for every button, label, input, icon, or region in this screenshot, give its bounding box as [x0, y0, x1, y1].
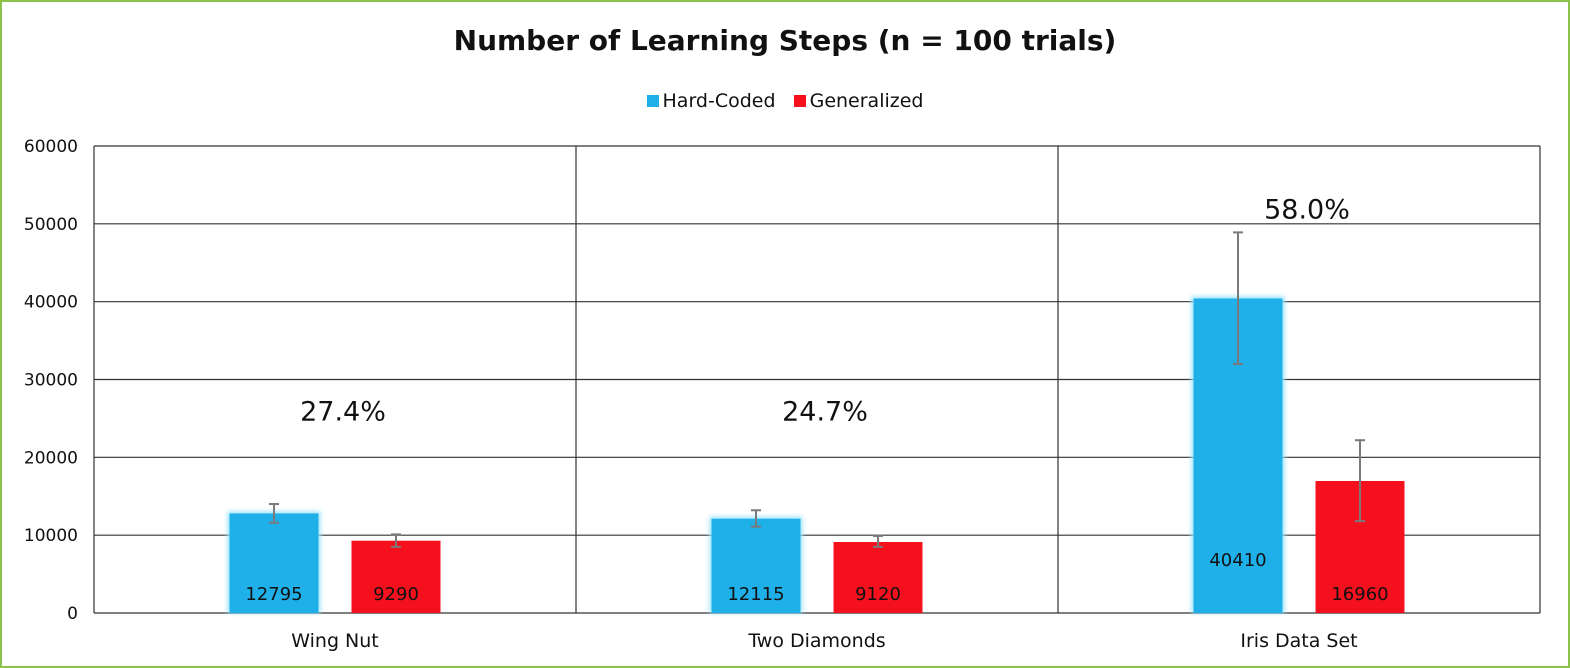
bar-hard-coded: [711, 518, 801, 613]
legend-item-hard-coded: Hard-Coded: [646, 90, 776, 112]
legend-label-hard-coded: Hard-Coded: [662, 90, 776, 112]
data-label: 16960: [1331, 584, 1388, 605]
y-tick-label: 50000: [24, 215, 78, 235]
x-tick-label: Two Diamonds: [747, 630, 885, 652]
data-label: 12115: [727, 584, 784, 605]
y-tick-label: 30000: [24, 371, 78, 391]
bar-generalized: [351, 540, 441, 613]
data-label: 9290: [373, 584, 419, 605]
y-tick-label: 60000: [24, 137, 78, 157]
bar-generalized: [833, 542, 923, 613]
legend-swatch-generalized: [793, 95, 806, 107]
bar-hard-coded: [229, 513, 319, 613]
data-label: 40410: [1209, 550, 1266, 571]
data-label: 9120: [855, 584, 901, 605]
annotation-percent: 27.4%: [300, 397, 386, 428]
y-tick-label: 20000: [24, 448, 78, 468]
x-tick-label: Wing Nut: [291, 630, 379, 652]
y-tick-label: 40000: [24, 293, 78, 313]
data-label: 12795: [245, 584, 302, 605]
legend-swatch-hard-coded: [646, 95, 659, 107]
chart-title: Number of Learning Steps (n = 100 trials…: [453, 24, 1117, 57]
legend: Hard-Coded Generalized: [2, 90, 1568, 112]
legend-label-generalized: Generalized: [809, 90, 924, 112]
y-tick-label: 0: [67, 604, 78, 624]
y-tick-label: 10000: [24, 526, 78, 546]
annotation-percent: 58.0%: [1264, 194, 1350, 225]
annotation-percent: 24.7%: [782, 397, 868, 428]
x-tick-label: Iris Data Set: [1240, 630, 1357, 652]
legend-item-generalized: Generalized: [793, 90, 924, 112]
